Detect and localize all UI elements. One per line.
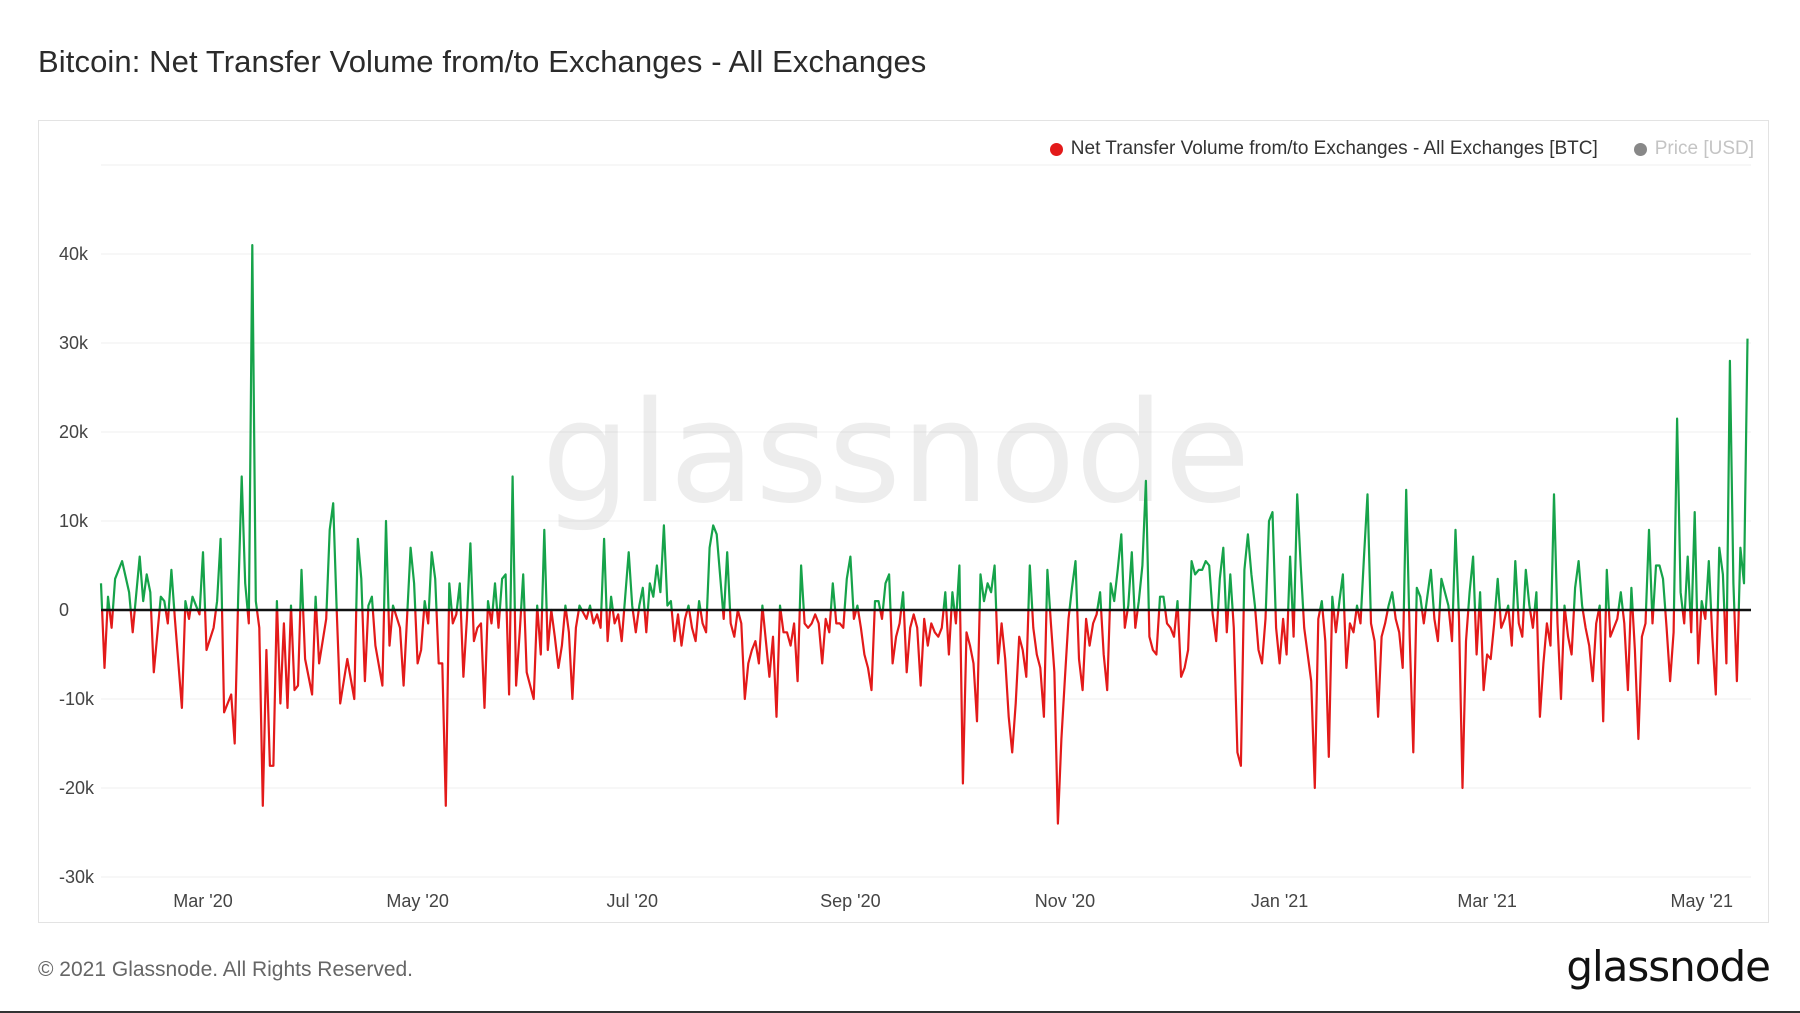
y-tick-label: -20k [59, 778, 95, 798]
y-tick-label: -10k [59, 689, 95, 709]
legend-label-price: Price [USD] [1654, 138, 1754, 159]
copyright-text: © 2021 Glassnode. All Rights Reserved. [38, 958, 414, 981]
bottom-divider [0, 1011, 1800, 1013]
watermark: glassnode [542, 372, 1251, 535]
y-tick-label: 40k [59, 244, 89, 264]
chart-panel: glassnode -30k -20k -10k 0 10k 20k 30k 40k Mar '2… [38, 120, 1769, 923]
y-tick-label: 30k [59, 333, 89, 353]
legend-label-net-transfer: Net Transfer Volume from/to Exchanges - … [1070, 138, 1598, 159]
y-tick-label: 20k [59, 422, 89, 442]
chart-legend: Net Transfer Volume from/to Exchanges - … [1049, 138, 1754, 160]
legend-dot-price [1633, 142, 1647, 156]
legend-item-price[interactable]: Price [USD] [1633, 138, 1754, 160]
y-tick-label: 10k [59, 511, 89, 531]
series-line-outflow[interactable] [101, 245, 1748, 825]
x-tick-label: Sep '20 [820, 891, 881, 911]
page-title: Bitcoin: Net Transfer Volume from/to Exc… [38, 44, 927, 79]
x-tick-label: May '21 [1671, 891, 1733, 911]
y-tick-label: -30k [59, 867, 95, 887]
x-tick-label: Nov '20 [1035, 891, 1095, 911]
x-tick-label: Mar '21 [1457, 891, 1516, 911]
x-tick-label: Jul '20 [607, 891, 658, 911]
glassnode-logo[interactable]: glassnode [1566, 942, 1771, 991]
x-tick-label: Jan '21 [1251, 891, 1308, 911]
legend-dot-net-transfer [1049, 142, 1063, 156]
y-tick-label: 0 [59, 600, 69, 620]
legend-item-net-transfer[interactable]: Net Transfer Volume from/to Exchanges - … [1049, 138, 1598, 160]
net-transfer-chart[interactable]: glassnode -30k -20k -10k 0 10k 20k 30k 40k Mar '2… [39, 121, 1768, 922]
x-tick-label: May '20 [386, 891, 448, 911]
x-tick-label: Mar '20 [173, 891, 232, 911]
